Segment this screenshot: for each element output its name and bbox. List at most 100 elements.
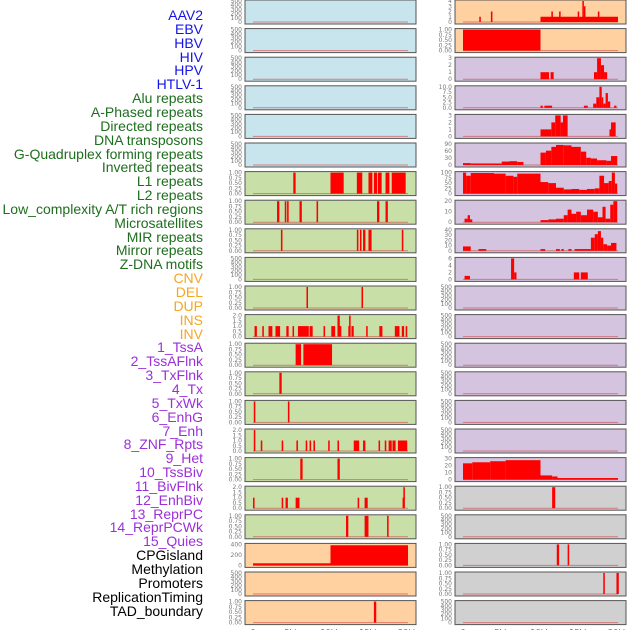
y-tick-label: 3 [448,3,452,10]
y-tick-label: 0.75 [229,203,243,210]
track-bar [545,150,552,165]
x-tick-label: 10kb [531,628,551,630]
y-tick-label: 300 [441,292,453,299]
y-tick-label: 400 [441,374,453,381]
y-tick-label: 0 [238,562,242,569]
y-tick-label: 20 [444,198,452,205]
track-bar [316,201,319,223]
track-bar [597,11,600,22]
track-bar [254,326,257,337]
y-tick-label: 0.25 [439,557,453,564]
track-bar [292,326,295,337]
y-tick-label: 3 [448,112,452,119]
y-tick-label: 200 [231,552,243,559]
y-tick-label: 0.75 [229,461,243,468]
track-bar [567,544,570,566]
track-label: Methylation [131,561,203,577]
y-tick-label: 500 [441,398,453,405]
y-tick-label: 2.0 [232,313,242,320]
track-bar [337,315,340,337]
track-bar [600,65,605,80]
track-bar [544,105,553,108]
track-bar [517,161,524,165]
track-bar [309,326,313,337]
y-tick-label: 0.00 [229,219,243,226]
y-tick-label: 500 [231,112,243,119]
y-tick-label: 300 [231,149,243,156]
y-tick-label: 0 [448,133,452,140]
track-bar [463,163,471,165]
track-bar [268,326,273,337]
y-tick-label: 500 [441,284,453,291]
y-tick-label: 0.25 [229,414,243,421]
track-bar [385,172,390,194]
y-tick-label: 0.75 [439,32,453,39]
track-bar [313,440,315,451]
track-bar [403,487,405,509]
track-label: 14_ReprPCWk [109,519,203,536]
y-tick-label: 300 [441,321,453,328]
y-tick-label: 0 [448,19,452,26]
y-tick-label: 4 [448,262,452,269]
track-bar [593,211,598,223]
y-tick-label: 1.00 [229,284,243,291]
track-bar [551,146,556,165]
y-tick-label: 0.0 [232,448,242,455]
track-bar [599,175,605,194]
y-tick-label: 400 [231,2,243,9]
y-tick-label: 300 [231,121,243,128]
y-tick-label: 500 [441,341,453,348]
track-panel [244,0,417,25]
y-tick-label: 10 [444,209,452,216]
x-tick-label: 15kb [359,628,379,630]
track-panel [454,485,627,511]
y-tick-label: 10.0 [439,84,453,91]
y-tick-label: 0 [448,448,452,455]
track-label: Promoters [138,574,203,591]
y-tick-label: 200 [231,154,243,161]
track-label: 3_TxFlnk [145,367,203,384]
track-bar [579,189,587,194]
track-bar [599,86,602,108]
track-bar [514,272,517,280]
y-tick-label: 1.00 [439,570,453,577]
y-tick-label: 500 [441,513,453,520]
track-panel [244,113,417,139]
y-tick-label: 200 [441,611,453,618]
track-panel [244,457,417,483]
y-tick-label: 200 [441,440,453,447]
y-tick-label: 0.25 [229,386,243,393]
y-tick-label: 0 [448,305,452,312]
y-tick-label: 30 [444,456,452,463]
track-panel [454,399,627,425]
y-tick-label: 0 [448,276,452,283]
y-tick-label: 0.75 [439,575,453,582]
track-label: L2 repeats [136,187,203,204]
y-tick-label: 0 [238,19,242,26]
y-tick-label: 200 [231,68,243,75]
y-tick-label: 1.00 [229,599,243,606]
track-bar [607,245,612,251]
track-bar [501,161,510,165]
y-tick-label: 0.25 [439,500,453,507]
track-label: CPGisland [136,547,203,564]
track-panel [454,571,627,597]
y-tick-label: 0.25 [229,614,243,621]
y-tick-label: 0.25 [439,42,453,49]
y-tick-label: 200 [441,325,453,332]
y-tick-label: 300 [231,64,243,71]
track-bar [559,11,561,22]
track-label: Low_complexity A/T rich regions [2,200,204,217]
track-bar [281,440,284,451]
track-panel [244,399,417,425]
y-tick-label: 0.50 [229,209,243,216]
y-tick-label: 0.50 [229,237,243,244]
track-label: Microsatellites [114,214,203,231]
track-bar [577,11,580,22]
track-bar [306,287,309,308]
track-bar [490,11,493,22]
track-bar [597,231,601,251]
track-bar [463,463,473,480]
track-bar [253,401,256,423]
